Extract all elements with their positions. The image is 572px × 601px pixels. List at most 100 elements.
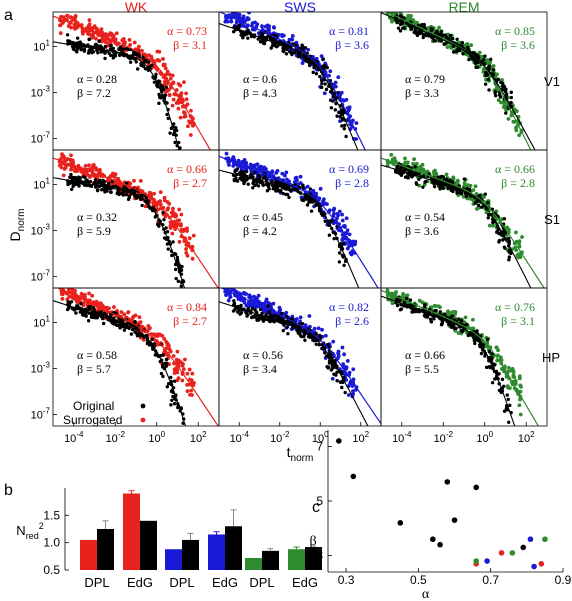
fit-line-surrogated: [381, 164, 532, 288]
point-surrogated: [69, 172, 73, 177]
fit-beta-colored: β = 3.6: [501, 38, 535, 52]
point-surrogated: [455, 191, 459, 195]
point-surrogated: [154, 72, 158, 77]
scatter-y-tick-label: 7: [316, 439, 323, 453]
point-sws: [333, 80, 338, 85]
point-wk: [69, 153, 73, 158]
point-wk: [162, 195, 167, 200]
point-wk: [65, 17, 70, 22]
bar-group-label: DPL: [169, 575, 194, 590]
point-wk: [189, 378, 194, 383]
point-wk: [132, 178, 136, 183]
point-surrogated: [338, 115, 342, 119]
point-sws: [345, 228, 350, 233]
point-surrogated: [289, 50, 293, 55]
point-rem: [468, 183, 473, 188]
point-surrogated: [424, 32, 428, 37]
point-wk: [175, 349, 180, 354]
point-surrogated: [486, 200, 490, 205]
point-wk: [59, 284, 63, 288]
point-surrogated: [166, 116, 170, 121]
point-wk: [100, 30, 105, 35]
point-rem: [487, 223, 492, 228]
point-surrogated: [314, 72, 319, 76]
point-surrogated: [135, 333, 140, 338]
point-surrogated: [504, 111, 508, 115]
legend-original: Original: [73, 399, 114, 413]
point-wk: [191, 233, 196, 238]
point-surrogated: [281, 328, 286, 333]
scatter-x-tick-label: 0.5: [410, 573, 427, 587]
point-sws: [327, 208, 332, 213]
scatter-point-black: [520, 544, 527, 551]
point-surrogated: [325, 364, 329, 369]
point-surrogated: [395, 303, 400, 308]
bar-y-axis-label: Nred2: [16, 521, 43, 541]
point-sws: [341, 98, 346, 103]
point-sws: [327, 73, 331, 78]
point-surrogated: [134, 52, 138, 57]
point-rem: [473, 184, 478, 189]
point-wk: [126, 310, 131, 315]
point-rem: [386, 7, 390, 11]
fit-alpha-black: α = 0.79: [405, 72, 445, 86]
point-wk: [171, 206, 175, 211]
point-sws: [229, 19, 234, 24]
point-sws: [340, 218, 345, 223]
point-surrogated: [452, 324, 456, 328]
point-surrogated: [330, 363, 334, 367]
point-surrogated: [237, 23, 242, 28]
point-surrogated: [101, 321, 106, 326]
point-surrogated: [305, 203, 310, 207]
point-surrogated: [106, 181, 111, 186]
fit-beta-colored: β = 3.1: [501, 314, 535, 328]
point-wk: [168, 76, 173, 81]
fit-beta-colored: β = 2.8: [335, 176, 369, 190]
point-sws: [320, 327, 324, 332]
point-sws: [284, 170, 289, 175]
scatter-point-rem: [542, 536, 548, 543]
point-surrogated: [434, 308, 438, 313]
point-surrogated: [425, 315, 430, 319]
point-surrogated: [286, 331, 290, 336]
point-surrogated: [398, 14, 403, 18]
point-surrogated: [175, 255, 180, 259]
point-surrogated: [311, 338, 315, 342]
point-sws: [342, 352, 347, 357]
point-surrogated: [502, 384, 506, 388]
point-surrogated: [343, 123, 347, 127]
point-surrogated: [239, 33, 243, 37]
point-wk: [181, 367, 186, 371]
fit-alpha-colored: α = 0.85: [495, 24, 535, 38]
legend-original-marker: [140, 403, 146, 409]
subplot-data: [381, 152, 545, 288]
point-surrogated: [475, 65, 480, 69]
point-sws: [231, 282, 235, 286]
bar-surrogated-sws-dpl: [182, 539, 199, 570]
subplot-v1-rem: α = 0.85β = 3.6 α = 0.79β = 3.3: [380, 7, 548, 151]
point-wk: [178, 115, 183, 120]
fit-beta-colored: β = 3.1: [173, 38, 207, 52]
point-sws: [237, 6, 241, 10]
point-surrogated: [413, 165, 417, 169]
point-surrogated: [440, 319, 445, 324]
point-wk: [175, 218, 180, 223]
point-sws: [322, 91, 327, 96]
point-sws: [227, 292, 231, 296]
point-surrogated: [337, 260, 342, 264]
fit-beta-black: β = 3.3: [405, 86, 439, 100]
point-sws: [307, 314, 312, 318]
point-surrogated: [483, 82, 488, 86]
point-wk: [170, 73, 175, 78]
fit-line-surrogated: [381, 295, 516, 426]
point-rem: [518, 389, 523, 394]
point-sws: [341, 362, 346, 367]
point-wk: [143, 204, 148, 209]
point-surrogated: [174, 267, 178, 272]
point-wk: [73, 13, 78, 18]
point-surrogated: [127, 195, 132, 200]
point-wk: [182, 357, 187, 362]
point-surrogated: [277, 181, 282, 186]
point-wk: [64, 163, 69, 168]
point-surrogated: [103, 190, 107, 194]
